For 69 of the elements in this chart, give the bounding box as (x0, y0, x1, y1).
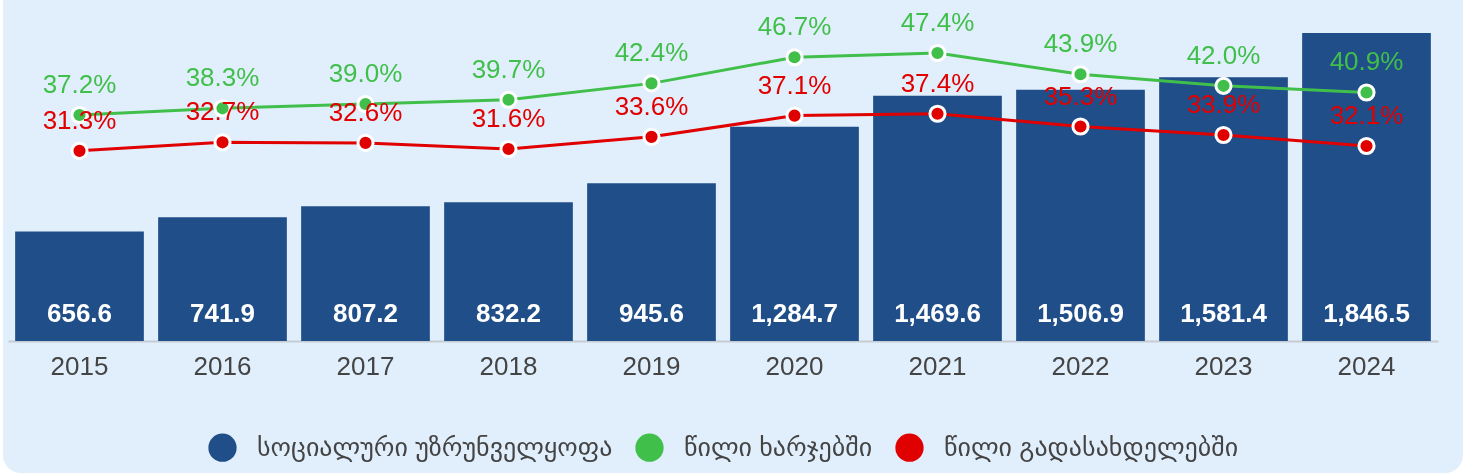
data-label: 42.0% (1186, 39, 1261, 70)
legend-label: წილი გადასახდელებში (944, 431, 1239, 462)
data-label: 47.4% (900, 7, 975, 37)
data-label: 37.1% (757, 69, 832, 100)
data-label: 39.7% (471, 53, 546, 84)
point (499, 90, 518, 109)
point (928, 104, 947, 123)
data-label: 40.9% (1329, 46, 1404, 77)
bar (15, 231, 144, 341)
point (1357, 83, 1376, 102)
data-label: 35.3% (1043, 80, 1118, 111)
point (642, 127, 661, 146)
x-tick-label: 2020 (765, 350, 824, 381)
point (785, 48, 804, 67)
point (1214, 76, 1233, 95)
bar (873, 95, 1002, 341)
data-label: 656.6 (46, 298, 113, 328)
bar (1302, 33, 1431, 341)
data-label: 807.2 (332, 298, 399, 328)
x-tick-label: 2015 (50, 350, 109, 381)
data-label: 32.1% (1329, 99, 1404, 130)
point (642, 74, 661, 93)
data-label: 33.9% (1186, 89, 1261, 120)
data-label: 46.7% (757, 11, 832, 42)
bar (587, 183, 716, 341)
point (1214, 125, 1233, 145)
data-label: 1,846.5 (1323, 298, 1410, 328)
data-label: 832.2 (475, 298, 542, 328)
bar (444, 202, 573, 341)
point (70, 141, 89, 160)
data-label: 37.2% (42, 68, 117, 99)
point (1071, 117, 1090, 136)
x-tick-label: 2018 (479, 350, 538, 381)
point (213, 133, 232, 152)
point (785, 106, 804, 125)
data-label: 42.4% (614, 37, 689, 68)
data-label: 43.9% (1043, 28, 1118, 59)
point (499, 139, 518, 159)
x-tick-label: 2021 (908, 350, 967, 381)
data-label: 945.6 (618, 298, 685, 328)
data-label: 38.3% (185, 62, 260, 93)
x-tick-label: 2022 (1051, 350, 1110, 381)
bar (158, 217, 287, 341)
bar (730, 126, 859, 341)
x-tick-label: 2024 (1337, 350, 1396, 381)
point (1071, 65, 1090, 84)
x-tick-label: 2019 (622, 350, 681, 381)
data-label: 31.6% (471, 103, 546, 133)
data-label: 32.6% (328, 96, 403, 127)
data-label: 1,469.6 (894, 298, 981, 328)
data-label: 33.6% (614, 90, 689, 121)
data-label: 741.9 (189, 298, 256, 328)
x-tick-label: 2017 (336, 350, 395, 381)
x-tick-label: 2016 (193, 350, 252, 381)
bar (1159, 77, 1288, 341)
legend-label: წილი ხარჯებში (684, 431, 873, 462)
legend-label: სოციალური უზრუნველყოფა (257, 431, 613, 462)
x-tick-label: 2023 (1194, 350, 1253, 381)
point (1357, 136, 1376, 156)
data-label: 39.0% (328, 58, 403, 89)
point (356, 133, 375, 152)
data-label: 1,581.4 (1180, 298, 1268, 328)
data-label: 31.3% (42, 104, 117, 135)
data-label: 1,284.7 (751, 298, 838, 328)
data-label: 37.4% (900, 67, 975, 98)
bar (1016, 89, 1145, 341)
bar (301, 206, 430, 341)
point (928, 43, 947, 63)
data-label: 1,506.9 (1037, 298, 1124, 328)
